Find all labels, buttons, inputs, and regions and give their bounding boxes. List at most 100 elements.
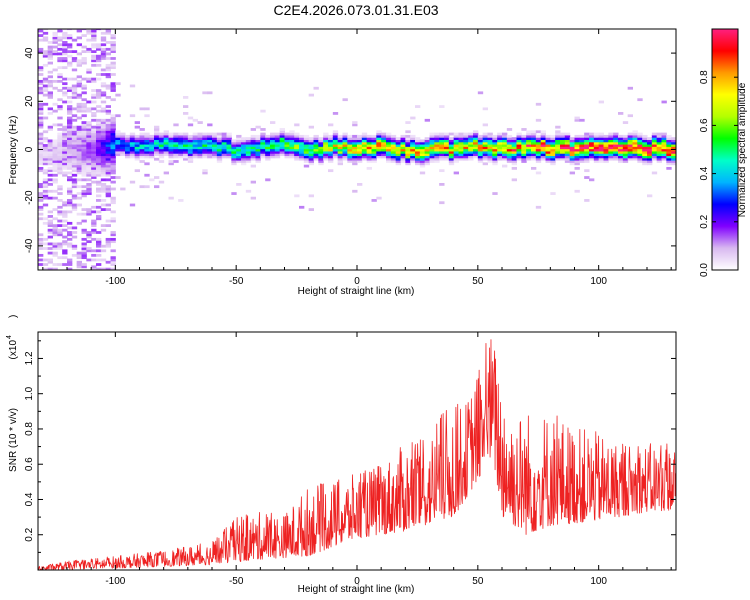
spectrogram-cell — [497, 146, 503, 150]
spectrogram-cell — [260, 109, 266, 113]
spectrogram-cell — [265, 155, 271, 159]
spectrogram-cell — [163, 130, 169, 134]
spectrogram-cell — [52, 157, 58, 161]
spectrogram-cell — [458, 148, 464, 152]
spectrogram-cell — [100, 123, 107, 127]
snr-x-axis: -100 -50 0 50 100 — [42, 332, 672, 587]
spectrogram-cell — [76, 251, 82, 255]
spectrogram-cell — [352, 139, 358, 143]
spectrogram-cell — [400, 155, 406, 159]
spectrogram-cell — [202, 139, 208, 143]
spectrogram-cell — [134, 137, 140, 140]
spectrogram-cell — [386, 144, 392, 147]
spectrogram-cell — [105, 29, 111, 33]
spectrogram-cell — [71, 137, 78, 140]
spectrogram-cell — [241, 157, 247, 161]
spectrogram-cell — [477, 160, 484, 163]
spectrogram-cell — [71, 128, 78, 131]
spectrogram-cell — [42, 237, 49, 241]
spectrogram-cell — [149, 150, 155, 154]
spectrogram-cell — [448, 150, 455, 154]
spectrogram-cell — [110, 43, 116, 47]
spectrogram-cell — [265, 178, 271, 182]
spectrogram-cell — [158, 160, 165, 163]
spectrogram-cell — [303, 148, 310, 152]
spectrogram-cell — [308, 157, 314, 161]
spectrogram-cell — [129, 132, 136, 136]
spectrogram-cell — [415, 144, 421, 147]
spectrogram-cell — [71, 89, 78, 92]
spectrogram-cell — [241, 160, 247, 163]
spectrogram-cell — [47, 258, 53, 262]
spectrogram-cell — [67, 121, 73, 124]
spectrogram-cell — [192, 155, 198, 159]
spectrogram-cell — [100, 244, 107, 248]
spectrogram-cell — [168, 162, 174, 166]
spectrogram-cell — [473, 150, 479, 154]
spectrogram-cell — [38, 91, 44, 95]
spectrogram-cell — [47, 166, 53, 170]
spectrogram-cell — [255, 157, 261, 161]
spectrogram-cell — [366, 166, 372, 170]
spectrogram-cell — [52, 155, 58, 159]
spectrogram-cell — [589, 146, 595, 150]
colorbar-tick-label: 0.2 — [699, 214, 710, 228]
spectrogram-cell — [444, 148, 450, 152]
spectrogram-cell — [545, 141, 551, 145]
spectrogram-cell — [110, 141, 116, 145]
spectrogram-cell — [105, 73, 111, 76]
spectrogram-cell — [366, 150, 372, 154]
spectrogram-cell — [231, 160, 237, 163]
spectrogram-cell — [178, 134, 184, 138]
spectrogram-cell — [323, 155, 329, 159]
spectrogram-cell — [81, 162, 87, 166]
spectrogram-cell — [294, 134, 300, 138]
spectrogram-cell — [661, 157, 667, 161]
spectrogram-cell — [183, 139, 189, 143]
spectrogram-cell — [439, 148, 445, 152]
colorbar-tick-label: 0.0 — [699, 263, 710, 277]
spectrogram-cell — [400, 139, 406, 143]
spectrogram-cell — [81, 178, 87, 182]
spectrogram-cell — [236, 155, 242, 159]
spectrogram-cell — [429, 134, 435, 138]
spectrogram-cell — [569, 137, 575, 140]
spectrogram-cell — [308, 141, 314, 145]
spectrogram-cell — [216, 144, 223, 147]
spectrogram-cell — [42, 86, 49, 90]
spectrogram-cell — [47, 260, 53, 264]
spectrogram-cell — [86, 31, 92, 35]
spectrogram-cell — [129, 134, 136, 138]
spectrogram-cell — [647, 139, 653, 143]
spectrogram-cell — [42, 153, 49, 157]
spectrogram-cell — [192, 139, 198, 143]
spectrogram-cell — [468, 134, 474, 138]
spectrogram-cell — [71, 231, 78, 234]
spectrogram-cell — [67, 237, 73, 241]
spectrogram-cell — [531, 166, 537, 170]
spectrogram-cell — [120, 141, 126, 145]
spectrogram-cell — [100, 187, 107, 191]
spectrogram-cell — [632, 144, 638, 147]
spectrogram-cell — [42, 180, 49, 184]
spectrogram-cell — [71, 166, 78, 170]
spectrogram-cell — [91, 258, 97, 262]
spectrogram-cell — [236, 150, 242, 154]
spectrogram-cell — [429, 155, 435, 159]
spectrogram-cell — [52, 251, 58, 255]
spectrogram-cell — [81, 144, 87, 147]
spectrogram-cell — [212, 141, 218, 145]
spectrogram-cell — [96, 93, 102, 97]
spectrogram-cell — [67, 96, 73, 99]
spectrogram-cell — [110, 128, 116, 131]
spectrogram-cell — [105, 157, 111, 161]
spectrogram-cell — [81, 173, 87, 177]
spectrogram-cell — [192, 118, 198, 122]
spectrogram-cell — [492, 155, 498, 159]
spectrogram-cell — [52, 169, 58, 173]
spectrogram-cell — [57, 244, 63, 248]
spectrogram-cell — [91, 267, 97, 270]
spectrogram-cell — [125, 150, 131, 154]
spectrogram-cell — [492, 137, 498, 140]
spectrogram-cell — [535, 144, 542, 147]
